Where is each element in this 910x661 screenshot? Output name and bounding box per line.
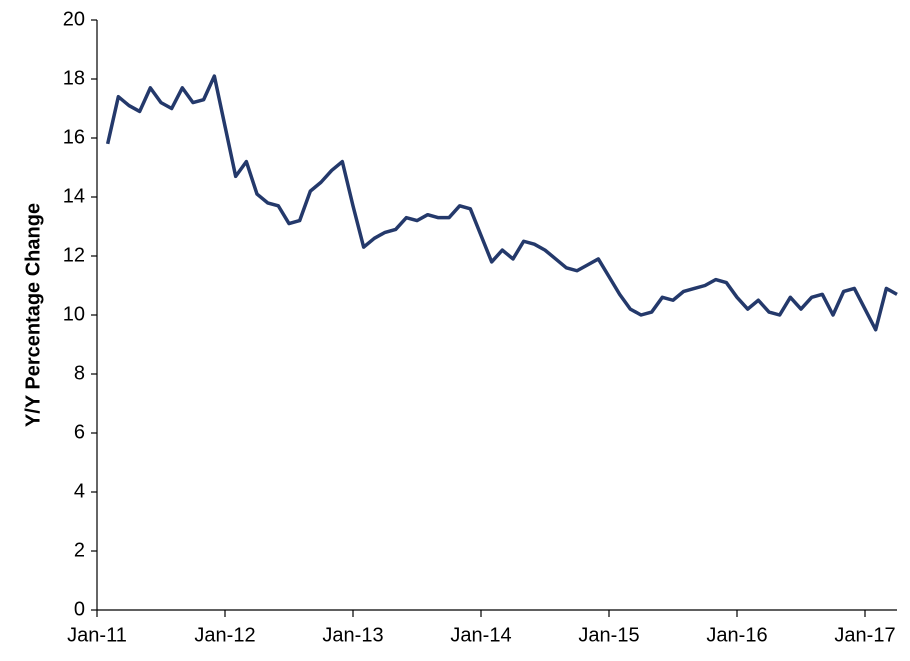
y-tick-label: 18 — [63, 67, 85, 89]
y-tick-label: 20 — [63, 8, 85, 30]
x-tick-label: Jan-12 — [194, 624, 255, 646]
x-tick-label: Jan-17 — [834, 624, 895, 646]
x-tick-label: Jan-13 — [322, 624, 383, 646]
x-tick-label: Jan-14 — [450, 624, 511, 646]
data-line — [105, 74, 898, 332]
x-tick-label: Jan-11 — [67, 624, 127, 646]
y-axis-label: Y/Y Percentage Change — [22, 203, 44, 427]
y-tick-label: 16 — [63, 126, 85, 148]
y-tick-label: 6 — [74, 421, 85, 443]
y-tick-label: 10 — [63, 303, 85, 325]
y-tick-label: 0 — [74, 598, 85, 620]
y-tick-label: 14 — [63, 185, 85, 207]
x-tick-label: Jan-15 — [578, 624, 639, 646]
y-tick-label: 8 — [74, 362, 85, 384]
y-tick-label: 4 — [74, 480, 85, 502]
y-tick-label: 12 — [63, 244, 85, 266]
y-tick-label: 2 — [74, 539, 85, 561]
x-tick-label: Jan-16 — [706, 624, 767, 646]
